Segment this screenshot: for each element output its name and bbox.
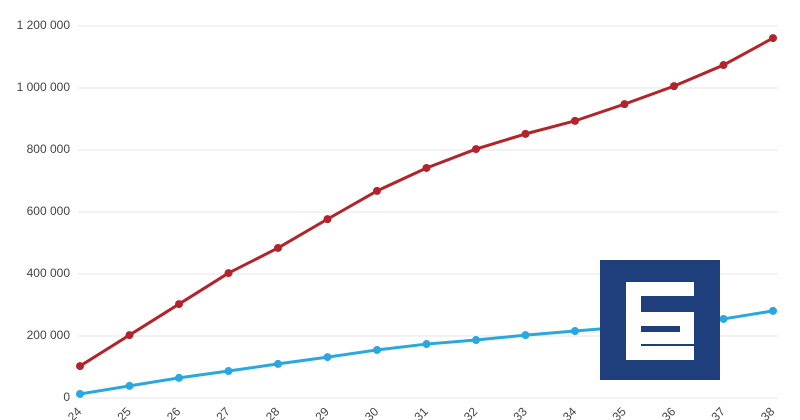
x-tick-label: 36 [659,404,679,420]
x-tick-label: 24 [65,404,85,420]
x-tick-label: 33 [511,404,531,420]
data-point [472,336,480,345]
y-tick-label: 400 000 [27,266,71,280]
data-point [620,100,629,109]
data-point [224,269,233,278]
data-point [422,340,431,349]
data-point [76,389,84,398]
data-point [125,381,134,390]
data-point [373,186,381,195]
data-point [373,345,381,354]
x-tick-label: 31 [412,404,432,420]
data-point [521,129,530,138]
x-tick-label: 34 [560,404,580,420]
data-point [323,215,332,224]
grid: 0 200 000 400 000 600 000 800 000 1 000 000 1 … [17,18,778,420]
x-tick-label: 35 [610,404,630,420]
x-tick-label: 32 [461,404,481,420]
data-point [719,61,728,70]
data-point [769,34,777,43]
data-point [274,243,282,252]
x-tick-label: 27 [214,404,234,420]
y-tick-label: 200 000 [27,328,71,342]
data-point [274,359,282,368]
data-point [769,306,777,315]
y-tick-label: 1 000 000 [17,80,71,94]
logo-mark [626,282,694,360]
data-point [521,331,530,340]
data-point [175,373,183,382]
logo [600,260,720,380]
data-point [76,362,84,371]
data-point [472,145,480,154]
x-tick-label: 29 [313,404,333,420]
y-tick-label: 800 000 [27,142,71,156]
x-tick-label: 25 [115,404,135,420]
y-tick-label: 1 200 000 [17,18,71,32]
data-point [175,300,183,309]
data-point [571,327,579,336]
data-point [670,82,678,91]
y-tick-label: 600 000 [27,204,71,218]
data-point [323,353,332,362]
x-tick-label: 26 [164,404,184,420]
x-tick-label: 28 [263,404,283,420]
data-point [571,116,579,125]
x-tick-label: 37 [709,404,729,420]
data-point [719,314,728,323]
x-tick-label: 30 [362,404,382,420]
data-point [125,331,134,340]
x-tick-label: 38 [758,404,778,420]
data-point [422,163,431,172]
data-point [224,367,233,376]
y-tick-label: 0 [63,390,70,404]
